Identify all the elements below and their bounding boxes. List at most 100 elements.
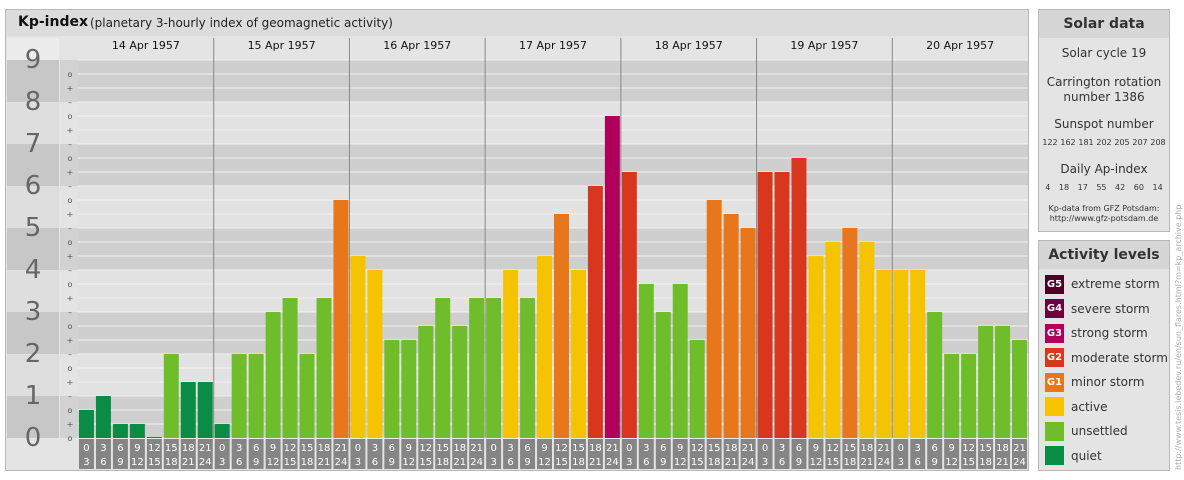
sub-tick-marker: + <box>67 84 74 93</box>
ap-index-values: 4 18 17 55 42 60 14 <box>1039 183 1169 192</box>
kp-bar <box>299 354 315 438</box>
legend-swatch: G4 <box>1045 299 1064 318</box>
hour-box <box>927 439 943 469</box>
hour-box <box>452 439 468 469</box>
hour-end-label: 3 <box>490 457 496 468</box>
hour-end-label: 12 <box>538 457 551 468</box>
kp-bar <box>503 270 519 438</box>
y-label-band <box>7 186 59 228</box>
kp-bar <box>587 186 603 438</box>
ap-index-label: Daily Ap-index <box>1060 162 1148 176</box>
activity-levels-panel: Activity levels G5 extreme storm G4 severe … <box>1038 240 1170 471</box>
hour-start-label: 9 <box>541 443 547 454</box>
ap-value: 55 <box>1096 183 1107 192</box>
kp-bar <box>757 172 773 438</box>
hour-start-label: 3 <box>372 443 378 454</box>
sub-tick-marker: + <box>67 126 74 135</box>
hour-box <box>469 439 485 469</box>
hour-box <box>265 439 281 469</box>
hour-box <box>587 439 603 469</box>
hour-box <box>486 439 502 469</box>
sub-tick-marker: o <box>68 154 73 163</box>
hour-box <box>537 439 552 469</box>
hour-end-label: 15 <box>827 457 840 468</box>
legend-item: unsettled <box>1045 421 1128 441</box>
day-label: 16 Apr 1957 <box>383 39 451 52</box>
day-label: 19 Apr 1957 <box>790 39 858 52</box>
sub-tick-marker: + <box>67 294 74 303</box>
hour-start-label: 21 <box>335 443 348 454</box>
hour-start-label: 12 <box>555 443 568 454</box>
kp-bar <box>774 172 790 438</box>
kp-bar <box>825 241 841 438</box>
hour-box <box>791 439 807 469</box>
hour-end-label: 6 <box>507 457 513 468</box>
y-label-band <box>7 270 59 312</box>
hour-start-label: 6 <box>117 443 123 454</box>
sunspot-values: 122 162 181 202 205 207 208 <box>1039 138 1169 147</box>
sub-tick-marker: o <box>68 322 73 331</box>
y-tick-label: 4 <box>25 255 42 285</box>
sub-tick-band <box>60 270 78 312</box>
hour-box <box>401 439 417 469</box>
hour-box <box>79 439 94 469</box>
hour-end-label: 18 <box>844 457 857 468</box>
hour-box <box>214 439 230 469</box>
legend-swatch: G3 <box>1045 323 1064 343</box>
data-source-url: http://www.gfz-potsdam.de <box>1049 214 1159 223</box>
title-bar <box>6 10 1028 36</box>
hour-start-label: 9 <box>948 443 954 454</box>
sub-tick-marker: + <box>67 378 74 387</box>
hour-start-label: 3 <box>100 443 106 454</box>
kp-bar <box>79 409 94 438</box>
hour-box <box>689 439 705 469</box>
ap-value: 18 <box>1058 183 1070 192</box>
hour-start-label: 18 <box>453 443 466 454</box>
sub-tick-marker: o <box>68 196 73 205</box>
hour-box <box>961 439 977 469</box>
kp-bar <box>163 354 179 438</box>
hour-end-label: 9 <box>796 457 802 468</box>
hour-box <box>231 439 247 469</box>
hour-end-label: 24 <box>335 457 348 468</box>
hour-box <box>163 439 179 469</box>
hour-start-label: 0 <box>762 443 768 454</box>
hour-start-label: 12 <box>148 443 161 454</box>
hour-start-label: 12 <box>827 443 840 454</box>
legend-item: quiet <box>1045 446 1102 466</box>
hour-box <box>367 439 383 469</box>
hour-box <box>112 439 128 469</box>
credit-url: http://www.tesis.lebedev.ru/en/sun_flare… <box>1174 204 1183 470</box>
hour-box <box>418 439 434 469</box>
hour-start-label: 3 <box>779 443 785 454</box>
hour-end-label: 6 <box>236 457 242 468</box>
sub-tick-marker: – <box>68 308 72 317</box>
legend-item: G5 extreme storm <box>1045 274 1160 294</box>
hour-start-label: 15 <box>301 443 314 454</box>
y-tick-label: 5 <box>25 213 42 243</box>
ap-value: 17 <box>1077 183 1088 192</box>
legend-item: G3 strong storm <box>1045 323 1148 343</box>
hour-end-label: 3 <box>355 457 361 468</box>
hour-start-label: 6 <box>932 443 938 454</box>
kp-bar <box>876 270 892 438</box>
sub-tick-band <box>60 186 78 228</box>
hour-end-label: 12 <box>402 457 415 468</box>
hour-start-label: 0 <box>898 443 904 454</box>
hour-start-label: 0 <box>355 443 361 454</box>
hour-end-label: 21 <box>725 457 738 468</box>
legend-swatch <box>1045 421 1064 441</box>
hour-start-label: 6 <box>660 443 666 454</box>
hour-end-label: 24 <box>606 457 619 468</box>
legend-swatch: G5 <box>1045 274 1064 294</box>
kp-bar <box>672 283 688 438</box>
hour-end-label: 6 <box>643 457 649 468</box>
hour-end-label: 12 <box>267 457 280 468</box>
hour-end-label: 6 <box>915 457 921 468</box>
hour-start-label: 6 <box>253 443 259 454</box>
hour-start-label: 0 <box>490 443 496 454</box>
sunspot-value: 162 <box>1060 138 1076 147</box>
sub-tick-marker: o <box>68 434 73 443</box>
legend-swatch: G2 <box>1045 348 1064 367</box>
hour-end-label: 21 <box>860 457 873 468</box>
